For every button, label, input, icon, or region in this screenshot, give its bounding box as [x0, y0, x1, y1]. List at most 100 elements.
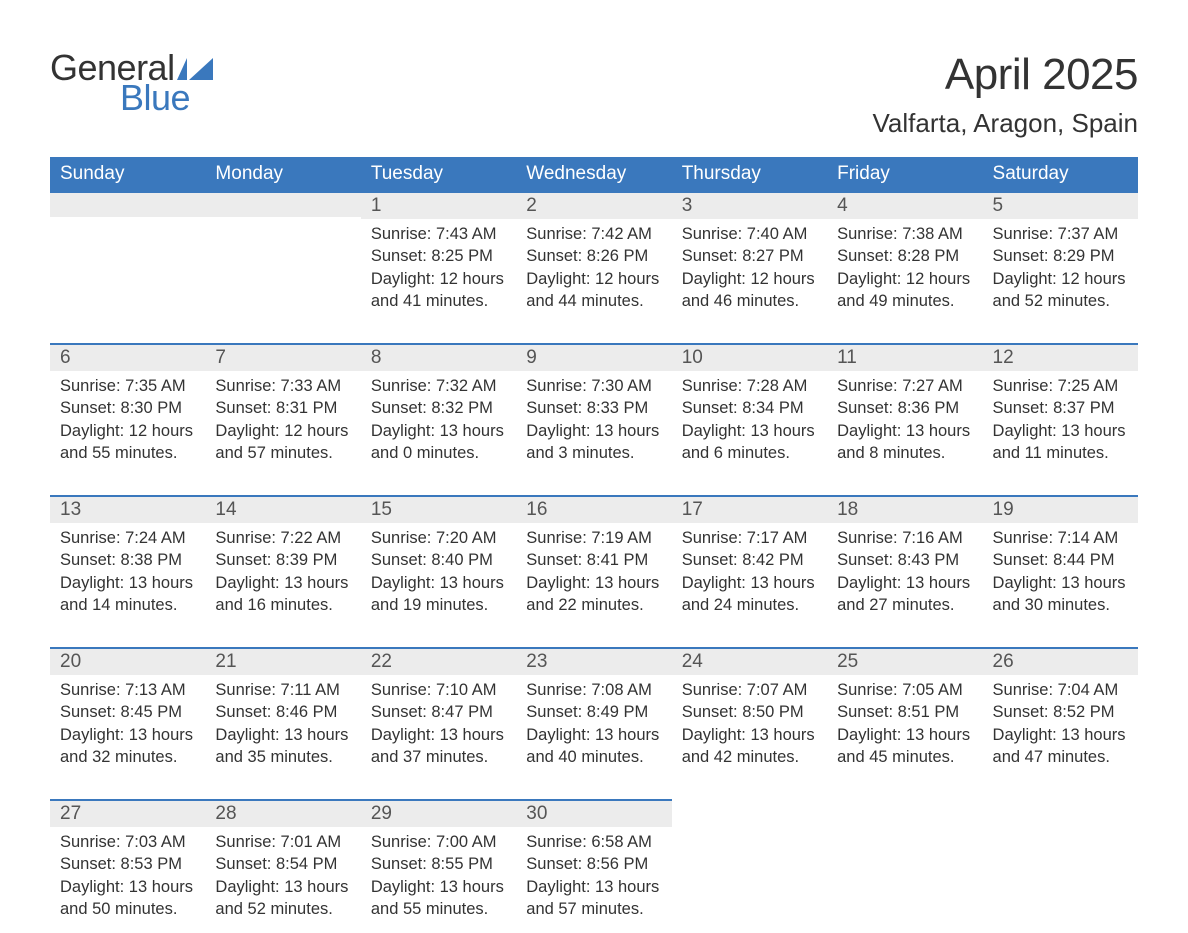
spacer-cell — [361, 325, 516, 343]
day-number: 10 — [672, 343, 827, 371]
col-monday: Monday — [205, 157, 360, 191]
spacer-cell — [50, 629, 205, 647]
calendar-cell — [672, 799, 827, 933]
day-details: Sunrise: 7:30 AMSunset: 8:33 PMDaylight:… — [516, 371, 671, 472]
day-details: Sunrise: 7:16 AMSunset: 8:43 PMDaylight:… — [827, 523, 982, 624]
day-number: 7 — [205, 343, 360, 371]
spacer-cell — [361, 629, 516, 647]
day-number: 29 — [361, 799, 516, 827]
calendar-cell: 1Sunrise: 7:43 AMSunset: 8:25 PMDaylight… — [361, 191, 516, 325]
day-number: 3 — [672, 191, 827, 219]
day-details: Sunrise: 7:37 AMSunset: 8:29 PMDaylight:… — [983, 219, 1138, 320]
spacer-cell — [983, 477, 1138, 495]
day-number: 15 — [361, 495, 516, 523]
day-details: Sunrise: 7:07 AMSunset: 8:50 PMDaylight:… — [672, 675, 827, 776]
calendar-cell: 27Sunrise: 7:03 AMSunset: 8:53 PMDayligh… — [50, 799, 205, 933]
col-friday: Friday — [827, 157, 982, 191]
spacer-cell — [205, 477, 360, 495]
day-number: 12 — [983, 343, 1138, 371]
day-number: 2 — [516, 191, 671, 219]
day-details: Sunrise: 7:27 AMSunset: 8:36 PMDaylight:… — [827, 371, 982, 472]
day-number: 5 — [983, 191, 1138, 219]
day-details: Sunrise: 7:11 AMSunset: 8:46 PMDaylight:… — [205, 675, 360, 776]
day-details: Sunrise: 7:14 AMSunset: 8:44 PMDaylight:… — [983, 523, 1138, 624]
day-details: Sunrise: 7:24 AMSunset: 8:38 PMDaylight:… — [50, 523, 205, 624]
day-details: Sunrise: 7:28 AMSunset: 8:34 PMDaylight:… — [672, 371, 827, 472]
spacer-cell — [672, 629, 827, 647]
spacer-cell — [672, 781, 827, 799]
calendar-cell — [50, 191, 205, 325]
calendar-cell — [983, 799, 1138, 933]
title-block: April 2025 Valfarta, Aragon, Spain — [873, 50, 1138, 139]
calendar-cell: 8Sunrise: 7:32 AMSunset: 8:32 PMDaylight… — [361, 343, 516, 477]
location-subtitle: Valfarta, Aragon, Spain — [873, 108, 1138, 139]
calendar-cell: 29Sunrise: 7:00 AMSunset: 8:55 PMDayligh… — [361, 799, 516, 933]
calendar-cell: 30Sunrise: 6:58 AMSunset: 8:56 PMDayligh… — [516, 799, 671, 933]
col-saturday: Saturday — [983, 157, 1138, 191]
col-sunday: Sunday — [50, 157, 205, 191]
day-details: Sunrise: 7:35 AMSunset: 8:30 PMDaylight:… — [50, 371, 205, 472]
calendar-cell: 3Sunrise: 7:40 AMSunset: 8:27 PMDaylight… — [672, 191, 827, 325]
day-details: Sunrise: 7:08 AMSunset: 8:49 PMDaylight:… — [516, 675, 671, 776]
calendar-week-row: 20Sunrise: 7:13 AMSunset: 8:45 PMDayligh… — [50, 647, 1138, 781]
week-spacer — [50, 629, 1138, 647]
day-number: 6 — [50, 343, 205, 371]
day-number: 1 — [361, 191, 516, 219]
spacer-cell — [983, 629, 1138, 647]
day-number-empty — [50, 191, 205, 217]
calendar-cell — [827, 799, 982, 933]
day-details: Sunrise: 7:25 AMSunset: 8:37 PMDaylight:… — [983, 371, 1138, 472]
spacer-cell — [205, 781, 360, 799]
calendar-cell: 7Sunrise: 7:33 AMSunset: 8:31 PMDaylight… — [205, 343, 360, 477]
day-details: Sunrise: 6:58 AMSunset: 8:56 PMDaylight:… — [516, 827, 671, 928]
day-number-empty — [205, 191, 360, 217]
calendar-cell: 6Sunrise: 7:35 AMSunset: 8:30 PMDaylight… — [50, 343, 205, 477]
calendar-week-row: 1Sunrise: 7:43 AMSunset: 8:25 PMDaylight… — [50, 191, 1138, 325]
calendar-cell: 23Sunrise: 7:08 AMSunset: 8:49 PMDayligh… — [516, 647, 671, 781]
calendar-cell: 19Sunrise: 7:14 AMSunset: 8:44 PMDayligh… — [983, 495, 1138, 629]
day-number: 16 — [516, 495, 671, 523]
calendar-cell: 25Sunrise: 7:05 AMSunset: 8:51 PMDayligh… — [827, 647, 982, 781]
spacer-cell — [516, 325, 671, 343]
calendar-cell: 20Sunrise: 7:13 AMSunset: 8:45 PMDayligh… — [50, 647, 205, 781]
spacer-cell — [827, 629, 982, 647]
calendar-cell: 16Sunrise: 7:19 AMSunset: 8:41 PMDayligh… — [516, 495, 671, 629]
calendar-cell: 10Sunrise: 7:28 AMSunset: 8:34 PMDayligh… — [672, 343, 827, 477]
day-number: 24 — [672, 647, 827, 675]
day-number: 17 — [672, 495, 827, 523]
spacer-cell — [50, 781, 205, 799]
day-number: 14 — [205, 495, 360, 523]
spacer-cell — [205, 325, 360, 343]
day-details: Sunrise: 7:03 AMSunset: 8:53 PMDaylight:… — [50, 827, 205, 928]
calendar-cell: 17Sunrise: 7:17 AMSunset: 8:42 PMDayligh… — [672, 495, 827, 629]
calendar-week-row: 27Sunrise: 7:03 AMSunset: 8:53 PMDayligh… — [50, 799, 1138, 933]
day-number: 21 — [205, 647, 360, 675]
spacer-cell — [672, 477, 827, 495]
day-number: 19 — [983, 495, 1138, 523]
day-number: 25 — [827, 647, 982, 675]
day-details: Sunrise: 7:42 AMSunset: 8:26 PMDaylight:… — [516, 219, 671, 320]
calendar-header-row: Sunday Monday Tuesday Wednesday Thursday… — [50, 157, 1138, 191]
day-number: 9 — [516, 343, 671, 371]
week-spacer — [50, 477, 1138, 495]
day-number: 22 — [361, 647, 516, 675]
calendar-cell: 2Sunrise: 7:42 AMSunset: 8:26 PMDaylight… — [516, 191, 671, 325]
calendar-cell: 24Sunrise: 7:07 AMSunset: 8:50 PMDayligh… — [672, 647, 827, 781]
spacer-cell — [672, 325, 827, 343]
calendar-cell: 21Sunrise: 7:11 AMSunset: 8:46 PMDayligh… — [205, 647, 360, 781]
spacer-cell — [516, 629, 671, 647]
calendar-cell: 14Sunrise: 7:22 AMSunset: 8:39 PMDayligh… — [205, 495, 360, 629]
calendar-table: Sunday Monday Tuesday Wednesday Thursday… — [50, 157, 1138, 933]
spacer-cell — [516, 781, 671, 799]
day-details: Sunrise: 7:22 AMSunset: 8:39 PMDaylight:… — [205, 523, 360, 624]
brand-word-2: Blue — [120, 80, 190, 116]
calendar-body: 1Sunrise: 7:43 AMSunset: 8:25 PMDaylight… — [50, 191, 1138, 933]
day-details: Sunrise: 7:01 AMSunset: 8:54 PMDaylight:… — [205, 827, 360, 928]
spacer-cell — [205, 629, 360, 647]
day-number: 28 — [205, 799, 360, 827]
day-number: 23 — [516, 647, 671, 675]
header: General Blue April 2025 Valfarta, Aragon… — [50, 50, 1138, 139]
col-wednesday: Wednesday — [516, 157, 671, 191]
col-thursday: Thursday — [672, 157, 827, 191]
calendar-cell: 4Sunrise: 7:38 AMSunset: 8:28 PMDaylight… — [827, 191, 982, 325]
